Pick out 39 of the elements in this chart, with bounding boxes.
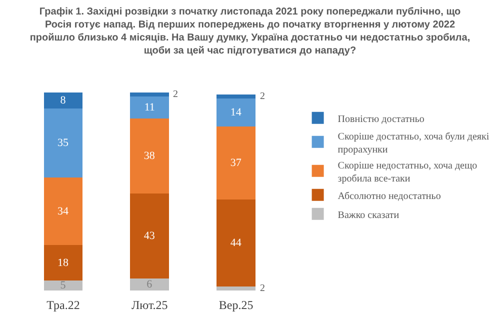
legend-label: Скоріше недостатньо, хоча дещо зробила все-таки [338,160,478,184]
data-label: 8 [60,94,66,107]
data-label: 5 [60,280,66,292]
bar [216,94,256,99]
data-label: 2 [260,283,265,294]
bar [44,178,83,245]
data-label: 6 [146,278,153,291]
data-label: 2 [260,91,265,102]
bar [130,194,170,279]
data-label: 38 [144,150,156,162]
bar [44,280,83,290]
data-label: 37 [230,156,242,169]
bar [216,286,256,290]
legend-label: Повністю достатньо [338,114,424,125]
bar [216,200,256,287]
bar [130,118,170,194]
legend-label: Важко сказати [338,210,400,221]
bar [130,92,170,97]
data-label: 11 [144,102,155,114]
data-label: 34 [57,205,69,218]
chart-title: Графік 1. Західні розвідки з початку листопада 2021 року попереджали публічно, що Росія готує напад. Від перших попереджень до початку вторгнення у лютому 2022 пройшло близько 4 місяців. На Вашу думку, Україна достатньо чи недостатньо зробила, щоби за цей час підготуватися до нападу? [30,6,470,57]
data-label: 44 [230,237,242,250]
data-label: 43 [144,230,156,242]
data-label: 14 [230,106,242,118]
x-tick-label: Вер.25 [218,298,254,312]
legend-label: Абсолютно недостатньо [338,190,441,202]
bar [130,96,170,118]
bar [130,278,170,290]
legend-label: Скоріше достатньо, хоча були деякі прорахунки [338,131,490,156]
data-label: 35 [57,137,69,150]
bar [44,244,83,281]
x-tick-label: Лют.25 [131,298,168,312]
bar [44,92,83,109]
x-tick-label: Тра.22 [46,298,80,312]
bar [44,108,83,178]
bar [216,126,256,200]
data-label: 2 [173,89,178,100]
data-label: 18 [57,256,69,269]
bar [216,98,256,126]
